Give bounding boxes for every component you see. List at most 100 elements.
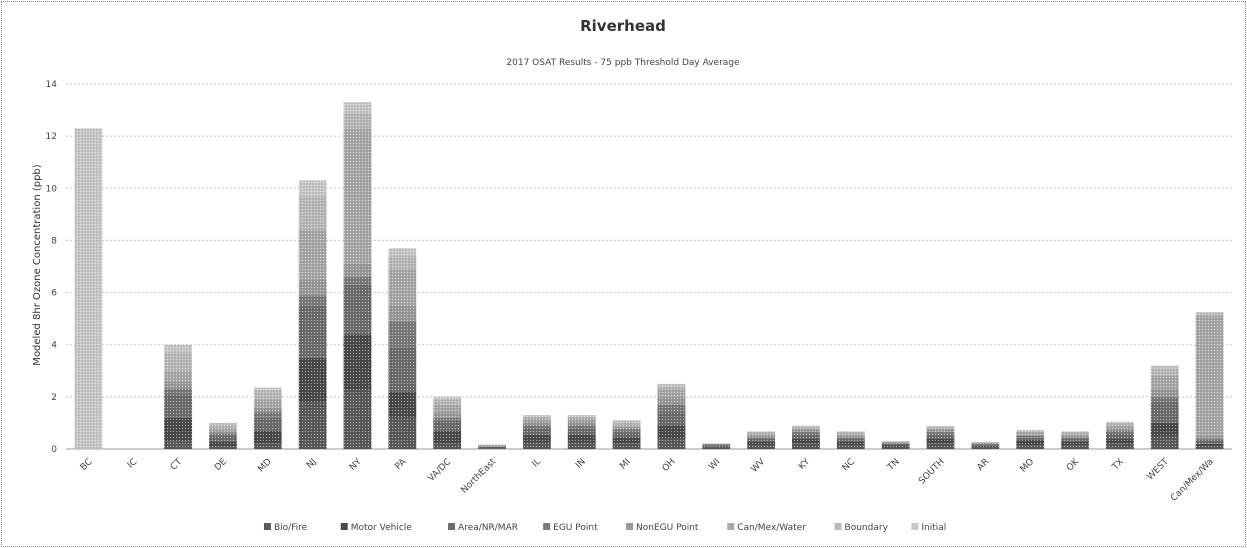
bar-texture bbox=[522, 425, 551, 429]
x-category-label: TX bbox=[1110, 457, 1126, 473]
bar-texture bbox=[792, 432, 820, 435]
bar-texture bbox=[1016, 430, 1045, 433]
bar-texture bbox=[657, 438, 686, 449]
bar-texture bbox=[792, 434, 820, 439]
bar-texture bbox=[792, 438, 820, 444]
bar-texture bbox=[657, 386, 686, 390]
bar-texture bbox=[612, 429, 641, 433]
bar-texture bbox=[836, 435, 865, 438]
bar-texture bbox=[881, 446, 910, 449]
bar-texture bbox=[1105, 421, 1134, 423]
bar-texture bbox=[567, 419, 596, 422]
bar-texture bbox=[164, 389, 193, 395]
bar-texture bbox=[433, 420, 462, 431]
bar-texture bbox=[657, 389, 686, 397]
bar-texture bbox=[209, 435, 237, 442]
bar-texture bbox=[1061, 441, 1089, 446]
y-axis-ticks: 0 2 4 6 8 10 12 14 bbox=[46, 80, 58, 455]
bar-texture bbox=[926, 426, 955, 429]
bar-texture bbox=[567, 421, 596, 426]
legend-swatch bbox=[448, 523, 456, 530]
bar-texture bbox=[1061, 432, 1089, 434]
bar-texture bbox=[926, 438, 955, 444]
bar-texture bbox=[209, 433, 237, 436]
bar-texture bbox=[567, 425, 596, 429]
bar-texture bbox=[433, 412, 462, 418]
x-category-label: MI bbox=[618, 457, 632, 471]
bar-texture bbox=[612, 443, 641, 449]
bar-texture bbox=[926, 428, 955, 430]
bars bbox=[74, 102, 1224, 450]
y-tick-label: 8 bbox=[51, 236, 57, 246]
y-tick-label: 6 bbox=[51, 289, 57, 299]
bar-texture bbox=[836, 437, 865, 439]
bar-texture bbox=[1150, 422, 1179, 436]
x-category-label: NY bbox=[348, 457, 364, 473]
bar-texture bbox=[433, 417, 462, 421]
bar-texture bbox=[567, 442, 596, 449]
bar-texture bbox=[1016, 445, 1045, 449]
bar-texture bbox=[1105, 422, 1134, 426]
bar-texture bbox=[343, 263, 372, 277]
bar-texture bbox=[433, 404, 462, 413]
x-axis-categories: BC IC CT DE MD NJ NY PA VA/DC NorthEast IL IN MI OH WI… bbox=[79, 456, 1216, 503]
bar-texture bbox=[747, 438, 776, 442]
y-tick-label: 12 bbox=[46, 132, 57, 142]
bar-texture bbox=[1105, 428, 1134, 431]
bar-texture bbox=[792, 426, 820, 429]
bar-texture bbox=[433, 399, 462, 405]
x-category-label: NC bbox=[841, 457, 857, 473]
x-category-label: MO bbox=[1019, 457, 1037, 475]
bar-texture bbox=[657, 383, 686, 387]
legend-swatch bbox=[543, 523, 551, 530]
bar-texture bbox=[1195, 439, 1224, 444]
y-tick-label: 0 bbox=[51, 445, 57, 455]
bar-texture bbox=[1150, 389, 1179, 397]
bar-texture bbox=[522, 416, 551, 420]
bar-texture bbox=[478, 448, 506, 449]
bar-texture bbox=[1105, 430, 1134, 434]
x-category-label: AR bbox=[976, 457, 992, 473]
legend-label: Can/Mex/Water bbox=[737, 523, 806, 533]
bar-texture bbox=[433, 430, 462, 444]
bar-texture bbox=[747, 433, 776, 436]
bar-texture bbox=[657, 425, 686, 439]
bar-texture bbox=[343, 128, 372, 264]
bar-texture bbox=[74, 128, 103, 450]
bar-texture bbox=[836, 438, 865, 442]
bar-texture bbox=[612, 421, 641, 425]
bar-texture bbox=[209, 428, 237, 431]
x-category-label: KY bbox=[797, 457, 812, 472]
bar-texture bbox=[478, 445, 506, 446]
bar-texture bbox=[1016, 437, 1045, 440]
bar-texture bbox=[1105, 425, 1134, 429]
gridlines bbox=[66, 83, 1232, 450]
bar-texture bbox=[1061, 435, 1089, 438]
bar-texture bbox=[747, 432, 776, 434]
bar-texture bbox=[1061, 437, 1089, 439]
x-category-label: SOUTH bbox=[917, 457, 946, 486]
bar-texture bbox=[1195, 443, 1224, 447]
bar-texture bbox=[612, 432, 641, 438]
bar-texture bbox=[164, 352, 193, 371]
bar-texture bbox=[657, 412, 686, 426]
bar-texture bbox=[1105, 443, 1134, 449]
bar-texture bbox=[926, 429, 955, 433]
bar-texture bbox=[298, 180, 327, 197]
bar-texture bbox=[702, 447, 731, 449]
bar-texture bbox=[971, 443, 1000, 445]
bar-texture bbox=[522, 419, 551, 422]
bar-texture bbox=[343, 112, 372, 129]
bar-texture bbox=[702, 444, 731, 446]
bar-texture bbox=[1150, 368, 1179, 376]
bar-texture bbox=[388, 391, 417, 418]
y-tick-label: 2 bbox=[51, 393, 57, 403]
bar-texture bbox=[836, 445, 865, 449]
bar-texture bbox=[298, 357, 327, 403]
x-category-label: BC bbox=[79, 457, 95, 473]
bar-texture bbox=[1016, 439, 1045, 446]
bar-texture bbox=[522, 428, 551, 435]
bar-texture bbox=[1061, 438, 1089, 442]
